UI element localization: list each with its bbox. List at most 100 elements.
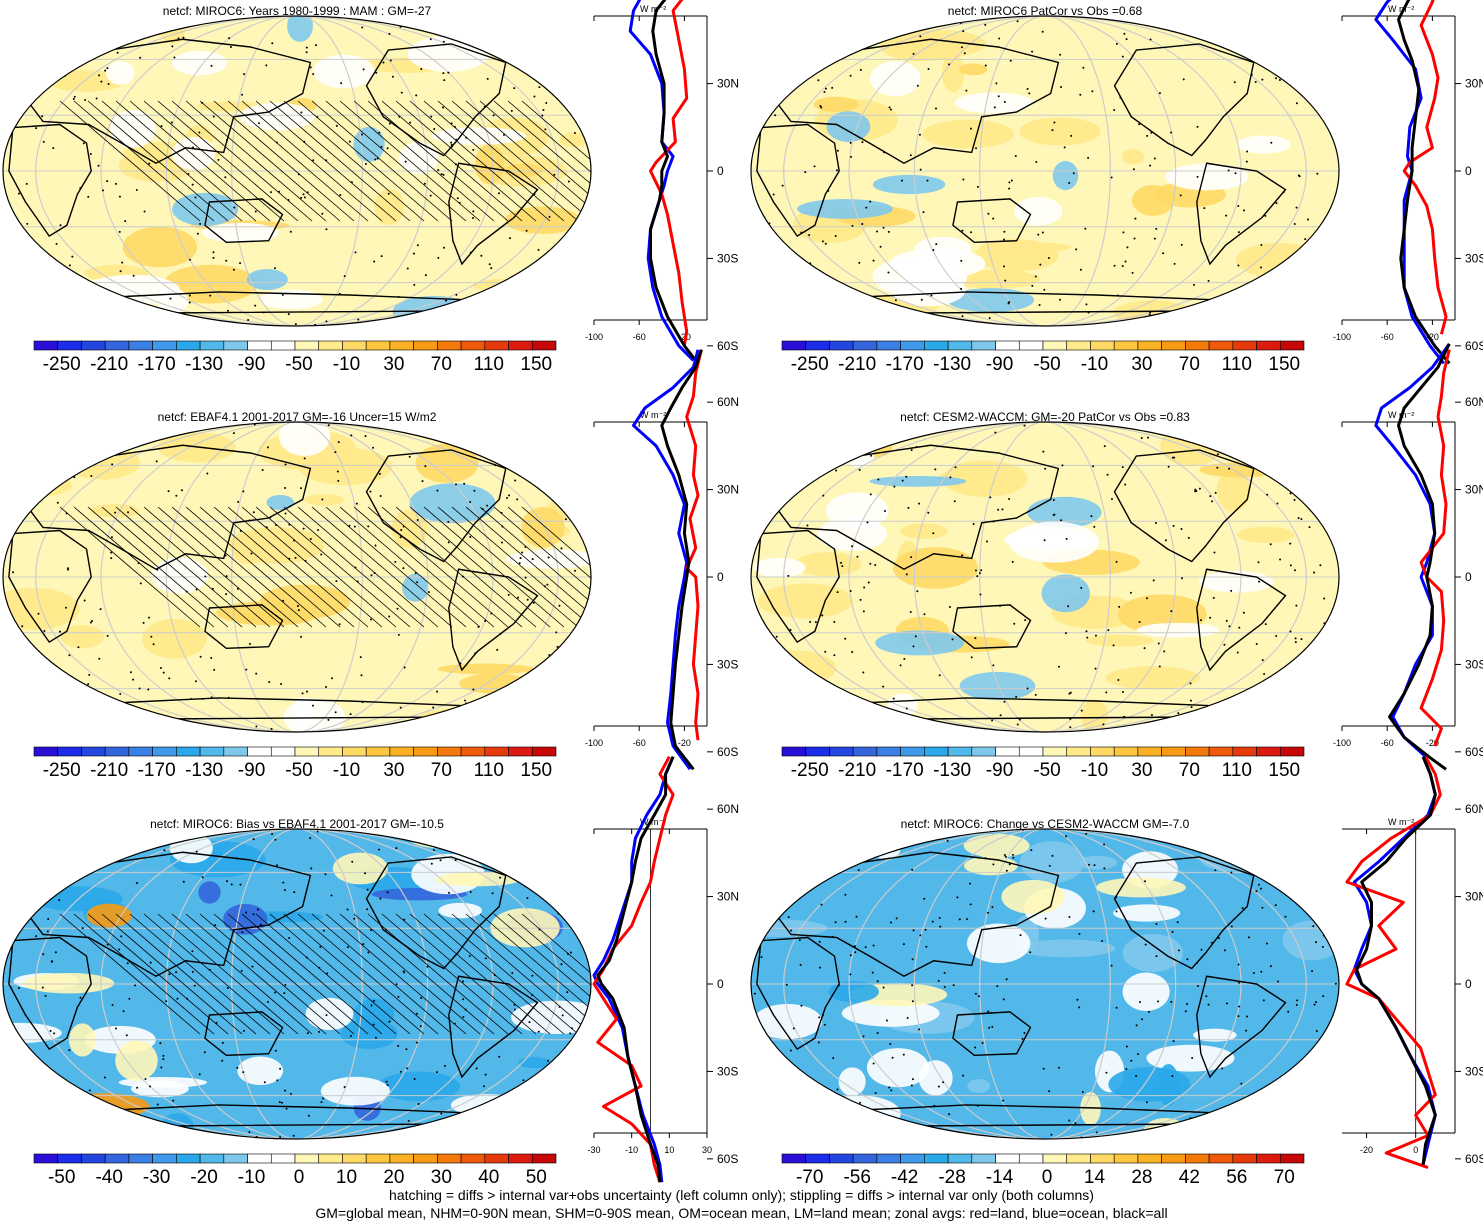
stipple-dot: [89, 153, 92, 156]
stipple-dot: [570, 716, 573, 719]
field-patch: [3, 1022, 62, 1044]
stipple-dot: [864, 851, 867, 854]
colorbar-swatch: [781, 340, 807, 351]
colorbar-tick-label: 28: [1131, 1167, 1152, 1188]
colorbar-swatch: [199, 1153, 225, 1164]
stipple-dot: [869, 493, 872, 496]
stipple-dot: [806, 32, 809, 35]
stipple-dot: [1223, 949, 1226, 952]
stipple-dot: [911, 958, 914, 961]
hatch-line: [465, 913, 591, 1035]
colorbar-swatch: [1018, 746, 1044, 757]
stipple-dot: [882, 226, 885, 229]
stipple-dot: [168, 677, 171, 680]
colorbar-swatch: [413, 1153, 438, 1164]
profile-x-tick-label: -100: [585, 332, 603, 342]
field-patch: [22, 972, 115, 994]
stipple-dot: [111, 1004, 114, 1007]
stipple-dot: [1172, 1040, 1175, 1043]
hatch-line: [269, 913, 411, 1035]
colorbar-swatch: [1185, 1153, 1210, 1164]
stipple-dot: [317, 529, 320, 532]
stipple-dot: [1091, 90, 1094, 93]
stipple-dot: [198, 1073, 201, 1076]
stipple-dot: [334, 451, 337, 454]
colorbar-swatch: [805, 1153, 830, 1164]
graticule-meridian: [100, 16, 494, 326]
stipple-dot: [1270, 141, 1273, 144]
stipple-dot: [1293, 302, 1296, 305]
stipple-dot: [212, 256, 215, 259]
stipple-dot: [912, 52, 915, 55]
stipple-dot: [162, 1054, 165, 1057]
stipple-dot: [1050, 1133, 1053, 1136]
stipple-dot: [106, 447, 109, 450]
stipple-dot: [35, 935, 38, 938]
field-patch: [1208, 298, 1283, 317]
colorbar-swatch: [924, 1153, 949, 1164]
stipple-dot: [766, 21, 769, 24]
stipple-dot: [1223, 643, 1226, 646]
stipple-dot: [1084, 227, 1087, 230]
stipple-dot: [554, 77, 557, 80]
field-patch: [753, 1003, 823, 1040]
stipple-dot: [777, 438, 780, 441]
colorbar-swatch: [365, 1153, 391, 1164]
stipple-dot: [72, 283, 75, 286]
stipple-dot: [1176, 921, 1179, 924]
colorbar-swatch: [876, 340, 901, 351]
field-patch: [959, 63, 988, 76]
profile-lat-tick-label: 30N: [717, 77, 739, 91]
hatch-line: [437, 506, 579, 628]
stipple-dot: [1090, 515, 1093, 518]
stipple-dot: [589, 625, 591, 628]
colorbar-swatch: [829, 746, 854, 757]
stipple-dot: [1305, 501, 1308, 504]
stipple-dot: [1152, 579, 1155, 582]
hatch-line: [423, 913, 565, 1035]
stipple-dot: [770, 83, 773, 86]
profile-lat-tick-label: 0: [717, 977, 724, 991]
stipple-dot: [326, 972, 329, 975]
field-patch: [320, 1076, 390, 1106]
stipple-dot: [836, 1088, 839, 1091]
stipple-dot: [310, 867, 313, 870]
stipple-dot: [1187, 717, 1190, 720]
stipple-dot: [807, 38, 810, 41]
hatching: [59, 913, 591, 1035]
stipple-dot: [1287, 1010, 1290, 1013]
stipple-dot: [961, 315, 964, 318]
stipple-dot: [420, 996, 423, 999]
stipple-dot: [943, 971, 946, 974]
stipple-dot: [406, 267, 409, 270]
stipple-dot: [885, 1019, 888, 1022]
stipple-dot: [1283, 436, 1286, 439]
stipple-dot: [1306, 218, 1309, 221]
colorbar-swatch: [1256, 340, 1281, 351]
stipple-dot: [574, 569, 577, 572]
stipple-dot: [50, 466, 53, 469]
colorbar-swatch: [531, 746, 557, 757]
africa-coastline: [756, 529, 840, 644]
colorbar-swatch: [1161, 340, 1186, 351]
stipple-dot: [427, 591, 430, 594]
hatch-line: [143, 100, 285, 222]
stipple-dot: [1334, 847, 1337, 850]
profile-x-tick-label: 10: [664, 1145, 674, 1155]
stipple-dot: [1166, 18, 1169, 21]
colorbar-swatch: [437, 340, 462, 351]
field-patch: [1105, 666, 1200, 690]
colorbar-swatch: [1137, 340, 1162, 351]
colorbar-tick-label: 70: [1274, 1167, 1295, 1188]
stipple-dot: [994, 431, 997, 434]
field-patch: [869, 475, 967, 487]
stipple-dot: [796, 1094, 799, 1097]
field-patch: [503, 163, 544, 177]
stipple-dot: [168, 973, 171, 976]
stipple-dot: [1137, 1053, 1140, 1056]
colorbar-swatch: [413, 340, 438, 351]
stipple-dot: [1015, 695, 1018, 698]
stipple-dot: [845, 33, 848, 36]
panel-miroc6-climatology: netcf: MIROC6: Years 1980-1999 : MAM : G…: [2, 0, 739, 375]
stipple-dot: [17, 987, 20, 990]
